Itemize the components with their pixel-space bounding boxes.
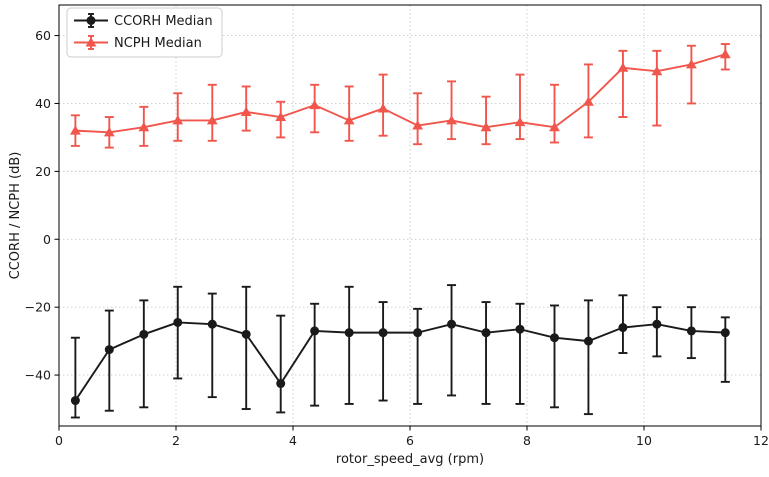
- triangle-marker: [583, 96, 594, 106]
- triangle-marker: [480, 122, 492, 132]
- circle-marker: [104, 345, 114, 355]
- circle-marker: [310, 326, 320, 336]
- legend-triangle-marker: [85, 37, 97, 47]
- triangle-marker: [206, 115, 218, 125]
- legend: CCORH Median NCPH Median: [66, 7, 223, 58]
- circle-marker: [344, 328, 354, 338]
- triangle-marker: [69, 125, 81, 135]
- y-tick-label: 60: [35, 28, 51, 43]
- triangle-marker: [275, 111, 287, 122]
- y-tick-label: 40: [35, 96, 51, 111]
- triangle-marker: [377, 103, 389, 113]
- triangle-marker: [446, 115, 457, 125]
- x-tick-label: 2: [172, 433, 180, 448]
- circle-marker: [241, 329, 251, 339]
- circle-marker: [686, 326, 696, 336]
- x-tick-label: 10: [636, 433, 652, 448]
- circle-marker: [720, 328, 730, 338]
- legend-label: CCORH Median: [114, 14, 213, 29]
- series-ccorh-median: [70, 284, 730, 419]
- triangle-marker: [412, 120, 424, 130]
- triangle-marker: [103, 127, 115, 137]
- circle-marker: [276, 379, 286, 389]
- circle-marker: [618, 323, 628, 333]
- triangle-marker: [172, 115, 184, 125]
- triangle-marker: [343, 115, 355, 125]
- triangle-marker: [719, 49, 731, 59]
- circle-marker: [447, 319, 457, 329]
- y-tick-label: 20: [35, 164, 51, 179]
- circle-marker: [652, 319, 662, 329]
- series-line: [75, 53, 726, 134]
- triangle-marker: [240, 106, 252, 116]
- series-ncph-median: [69, 43, 731, 149]
- circle-marker: [207, 319, 217, 329]
- y-tick-label: 0: [43, 232, 51, 247]
- triangle-marker: [514, 116, 526, 127]
- series-line: [74, 321, 726, 402]
- triangle-marker: [651, 66, 663, 76]
- circle-marker: [549, 333, 559, 343]
- x-tick-label: 12: [753, 433, 769, 448]
- circle-marker: [139, 329, 149, 339]
- legend-circle-marker: [86, 16, 96, 25]
- circle-marker: [378, 328, 388, 338]
- x-axis-label: rotor_speed_avg (rpm): [336, 452, 484, 467]
- circle-marker: [70, 396, 80, 406]
- triangle-marker: [309, 99, 321, 110]
- y-axis-label: CCORH / NCPH (dB): [8, 152, 23, 280]
- triangle-marker: [617, 62, 629, 72]
- y-tick-label: −20: [25, 300, 51, 315]
- circle-marker: [173, 317, 183, 327]
- x-tick-label: 4: [289, 433, 297, 448]
- triangle-marker: [685, 59, 697, 69]
- x-tick-label: 0: [55, 433, 63, 448]
- circle-marker: [583, 336, 593, 346]
- legend-label: NCPH Median: [114, 36, 202, 51]
- x-tick-label: 8: [523, 433, 531, 448]
- circle-marker: [413, 328, 423, 338]
- circle-marker: [515, 324, 525, 334]
- circle-marker: [481, 328, 491, 338]
- y-tick-label: −40: [25, 368, 51, 383]
- x-tick-label: 6: [406, 433, 414, 448]
- triangle-marker: [549, 122, 560, 132]
- triangle-marker: [138, 122, 150, 132]
